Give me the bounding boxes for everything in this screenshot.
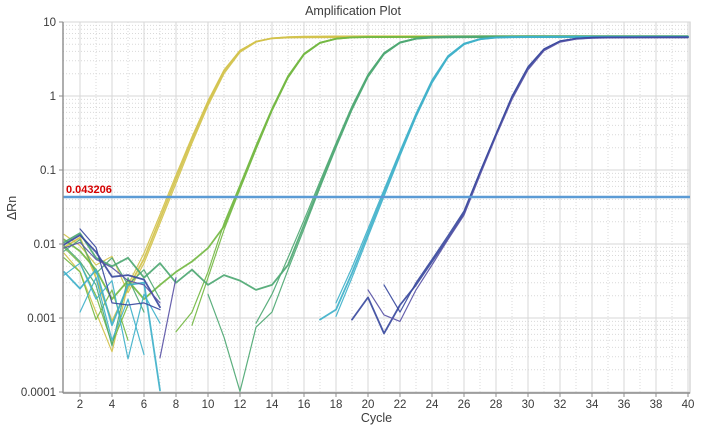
x-tick-label: 32 (554, 399, 567, 411)
curve-dilution-3-rep2-seg2[interactable] (207, 36, 689, 392)
x-tick-label: 18 (330, 399, 343, 411)
y-tick-label: 0.001 (27, 313, 56, 325)
x-tick-label: 34 (586, 399, 599, 411)
curve-dilution-4-rep3[interactable] (79, 277, 145, 356)
tick-marks (59, 21, 689, 397)
x-tick-label: 2 (77, 399, 83, 411)
y-tick-label: 10 (43, 17, 56, 29)
curve-dilution-4-rep2[interactable] (63, 262, 161, 360)
x-tick-label: 12 (234, 399, 247, 411)
chart-title: Amplification Plot (305, 4, 401, 18)
grid-major (63, 21, 690, 393)
x-tick-label: 28 (490, 399, 503, 411)
x-tick-label: 16 (298, 399, 311, 411)
y-tick-label: 0.1 (40, 165, 56, 177)
x-tick-label: 26 (458, 399, 471, 411)
tick-labels: 2 4 6 8 10 12 14 16 18 20 22 24 26 28 30 32 34 36 38 401010… (21, 17, 695, 411)
axes (62, 22, 690, 394)
x-tick-label: 40 (682, 399, 695, 411)
x-tick-label: 14 (266, 399, 279, 411)
x-tick-label: 30 (522, 399, 535, 411)
x-tick-label: 20 (362, 399, 375, 411)
x-tick-label: 4 (109, 399, 116, 411)
curve-dilution-3-rep3[interactable] (63, 238, 161, 300)
curve-dilution-5-rep2-seg2[interactable] (159, 277, 177, 359)
x-tick-label: 22 (394, 399, 407, 411)
curve-dilution-5-rep3[interactable] (79, 228, 161, 311)
curve-dilution-3-rep1[interactable] (63, 35, 689, 291)
x-axis-label: Cycle (360, 411, 393, 425)
grid-minor (63, 22, 690, 393)
y-tick-label: 0.0001 (21, 387, 56, 399)
x-tick-label: 24 (426, 399, 439, 411)
curve-dilution-5-rep1[interactable] (63, 234, 161, 309)
curve-dilution-5-rep2[interactable] (63, 241, 161, 304)
curve-dilution-2-rep2[interactable] (63, 246, 129, 345)
curve-dilution-4-rep1[interactable] (63, 268, 161, 392)
curve-dilution-5-rep2-seg3[interactable] (367, 36, 689, 322)
threshold-value-label: 0.043206 (66, 184, 112, 196)
y-tick-label: 0.01 (34, 239, 56, 251)
x-tick-label: 6 (141, 399, 147, 411)
curve-dilution-3-rep3-seg2[interactable] (255, 35, 689, 324)
curve-dilution-4-rep2-seg2[interactable] (335, 36, 689, 317)
curve-dilution-5-rep3-seg2[interactable] (383, 36, 689, 313)
x-tick-label: 38 (650, 399, 663, 411)
x-tick-label: 10 (202, 399, 215, 411)
x-tick-label: 8 (173, 399, 179, 411)
y-tick-label: 1 (50, 91, 56, 103)
x-tick-label: 36 (618, 399, 631, 411)
curve-dilution-3-rep2[interactable] (63, 245, 145, 347)
curve-dilution-4-rep3-seg2[interactable] (335, 35, 689, 304)
